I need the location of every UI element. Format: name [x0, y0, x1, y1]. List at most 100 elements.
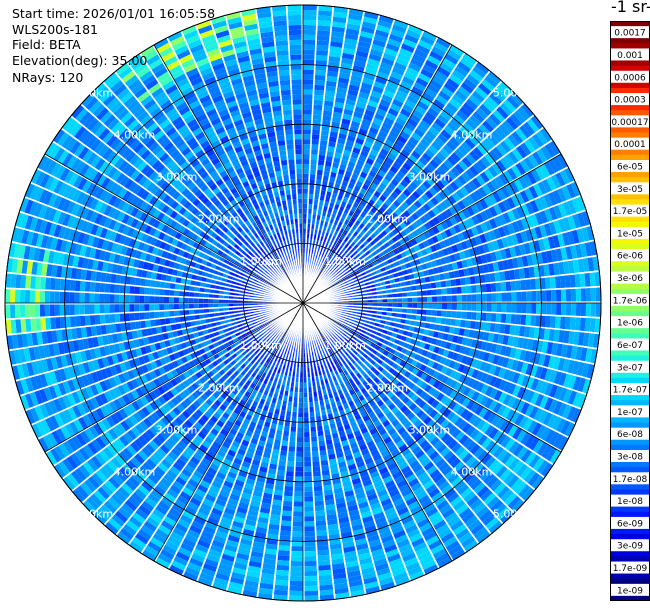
data-cell: [363, 162, 373, 170]
data-cell: [568, 331, 575, 345]
data-cell: [409, 533, 423, 543]
data-cell: [303, 54, 315, 60]
data-cell: [528, 351, 537, 364]
data-cell: [178, 391, 188, 400]
data-cell: [321, 414, 328, 421]
data-cell: [325, 260, 330, 266]
data-cell: [262, 336, 268, 342]
data-cell: [247, 356, 254, 363]
data-cell: [256, 444, 265, 452]
data-cell: [315, 525, 327, 532]
data-cell: [441, 484, 453, 496]
data-cell: [303, 208, 308, 214]
data-cell: [332, 157, 341, 164]
data-cell: [589, 241, 598, 256]
data-cell: [176, 495, 189, 506]
data-cell: [456, 464, 469, 476]
data-cell: [329, 131, 339, 138]
data-cell: [317, 25, 331, 32]
data-cell: [201, 530, 214, 540]
data-cell: [546, 176, 557, 191]
data-cell: [464, 276, 471, 285]
data-cell: [317, 159, 325, 166]
data-cell: [152, 508, 165, 520]
data-cell: [236, 506, 248, 515]
data-cell: [392, 497, 405, 507]
data-cell: [93, 511, 107, 525]
data-cell: [413, 244, 421, 252]
data-cell: [329, 463, 339, 470]
data-cell: [416, 435, 426, 446]
data-cell: [456, 242, 464, 252]
data-cell: [585, 348, 593, 363]
data-cell: [377, 20, 393, 29]
data-cell: [397, 303, 403, 308]
data-cell: [180, 542, 194, 553]
data-cell: [497, 355, 505, 367]
data-cell: [367, 253, 374, 260]
data-cell: [426, 535, 440, 546]
data-cell: [560, 289, 567, 302]
data-cell: [332, 482, 343, 490]
data-cell: [406, 291, 413, 297]
data-cell: [236, 431, 245, 440]
data-cell: [418, 242, 426, 250]
data-cell: [400, 465, 412, 475]
data-cell: [250, 463, 260, 471]
data-cell: [319, 256, 323, 263]
data-cell: [416, 264, 423, 272]
data-cell: [303, 382, 308, 388]
data-cell: [328, 268, 333, 274]
data-cell: [203, 410, 213, 419]
data-cell: [310, 164, 317, 170]
data-cell: [431, 289, 437, 296]
data-cell: [443, 159, 454, 170]
data-cell: [359, 469, 369, 478]
data-cell: [256, 337, 263, 343]
data-cell: [526, 171, 537, 185]
data-cell: [254, 374, 261, 381]
data-cell: [345, 428, 353, 435]
data-cell: [465, 98, 479, 111]
data-cell: [548, 329, 555, 342]
data-cell: [575, 346, 583, 361]
data-cell: [353, 368, 360, 375]
data-cell: [413, 146, 425, 156]
data-cell: [471, 368, 480, 379]
data-cell: [480, 210, 489, 222]
data-cell: [576, 228, 585, 243]
data-cell: [529, 227, 538, 241]
data-cell: [233, 436, 243, 444]
data-cell: [323, 489, 334, 496]
data-cell: [319, 140, 328, 146]
data-cell: [490, 312, 497, 323]
data-cell: [258, 512, 270, 519]
data-cell: [97, 420, 108, 433]
data-cell: [431, 361, 440, 370]
data-cell: [402, 330, 409, 337]
data-cell: [355, 246, 362, 253]
data-cell: [162, 403, 172, 413]
data-cell: [556, 303, 562, 316]
data-cell: [425, 176, 436, 186]
data-cell: [382, 453, 393, 462]
data-cell: [149, 401, 159, 411]
data-cell: [534, 393, 545, 407]
data-cell: [325, 248, 330, 255]
data-cell: [198, 461, 209, 471]
data-cell: [490, 251, 498, 262]
data-cell: [169, 465, 181, 476]
data-cell: [430, 543, 445, 555]
data-cell: [476, 381, 485, 393]
data-cell: [457, 232, 465, 242]
data-cell: [400, 108, 412, 118]
data-cell: [408, 194, 417, 203]
data-cell: [429, 79, 443, 90]
data-cell: [422, 239, 430, 248]
data-cell: [530, 392, 540, 405]
data-cell: [160, 548, 175, 560]
data-cell: [211, 480, 223, 489]
data-cell: [525, 279, 532, 291]
data-cell: [402, 303, 408, 308]
data-cell: [501, 406, 511, 419]
